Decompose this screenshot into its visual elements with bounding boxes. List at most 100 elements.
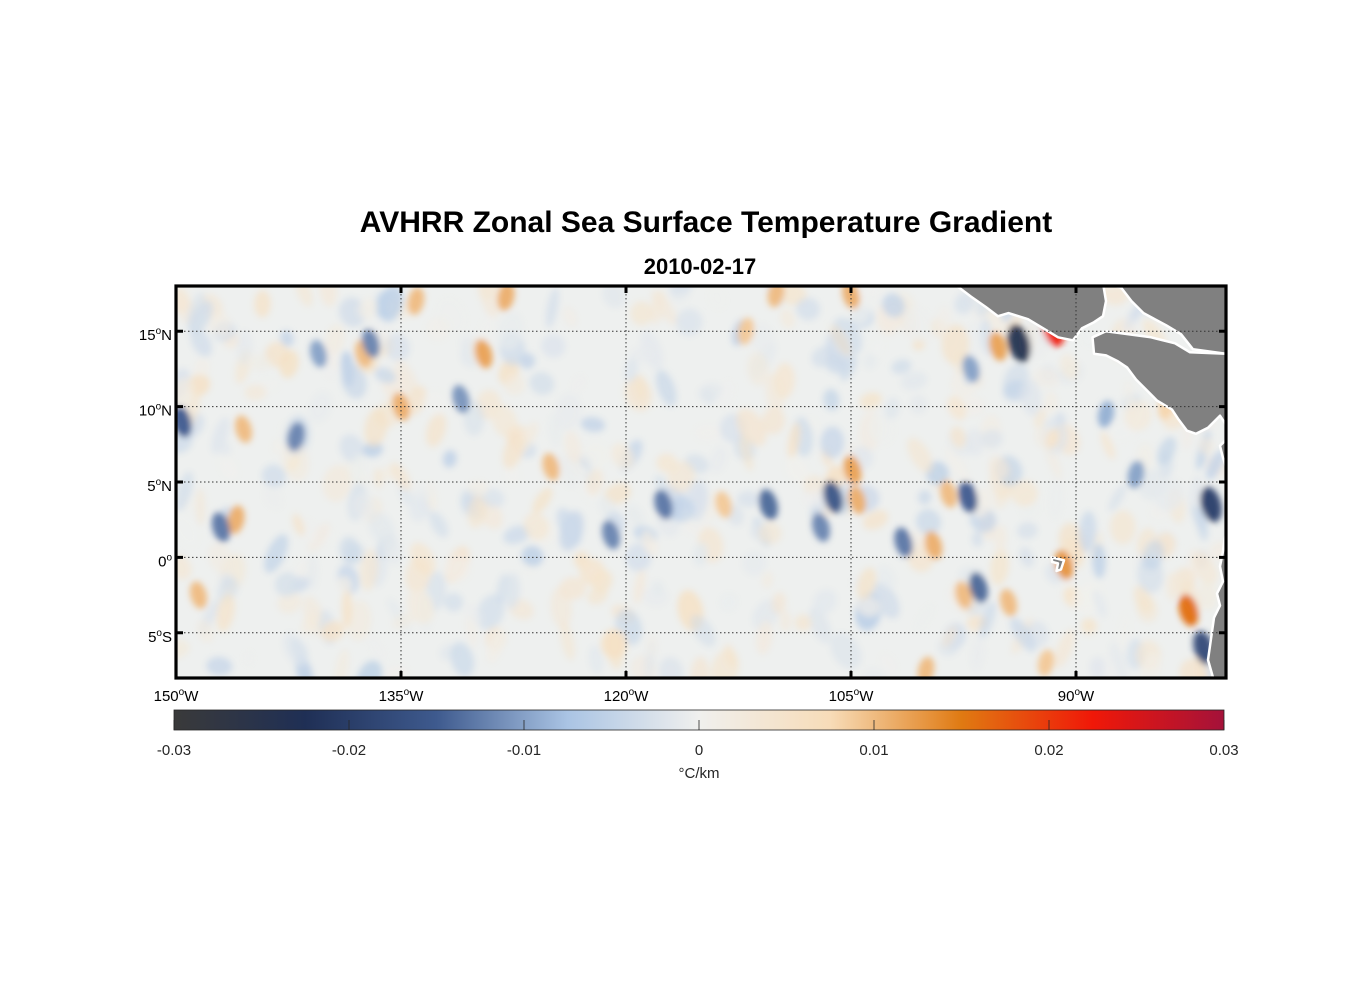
gradient-feature <box>999 588 1018 617</box>
field-cell <box>583 442 610 469</box>
field-cell <box>287 455 300 472</box>
field-cell <box>467 493 488 528</box>
field-cell <box>1206 450 1225 480</box>
field-cell <box>486 628 505 664</box>
field-cell <box>652 580 664 596</box>
field-cell <box>1017 522 1038 539</box>
colorbar-tick-label: 0 <box>695 742 703 759</box>
field-cell <box>694 424 723 441</box>
field-cell <box>785 456 811 486</box>
field-cell <box>364 407 388 447</box>
field-cell <box>1110 510 1136 545</box>
field-cell <box>1011 480 1038 507</box>
gradient-feature <box>939 480 958 508</box>
field-cell <box>669 496 695 523</box>
field-cell <box>641 530 658 557</box>
field-cell <box>292 513 305 536</box>
field-cell <box>947 395 967 421</box>
field-cell <box>411 483 435 500</box>
gradient-feature <box>474 339 493 369</box>
gradient-feature <box>189 581 208 609</box>
field-cell <box>477 315 495 346</box>
field-cell <box>747 351 769 386</box>
field-cell <box>407 589 434 624</box>
gradient-feature <box>894 527 913 558</box>
field-cell <box>651 290 678 325</box>
field-cell <box>907 437 933 473</box>
gradient-feature <box>848 486 866 515</box>
field-cell <box>176 288 190 313</box>
gradient-feature <box>715 491 732 518</box>
field-cell <box>425 316 451 342</box>
field-cell <box>562 306 578 328</box>
plot-area <box>176 286 1226 678</box>
field-cell <box>261 464 286 488</box>
field-cell <box>216 593 235 632</box>
field-cell <box>1092 543 1106 579</box>
field-cell <box>1102 660 1118 678</box>
map-title: AVHRR Zonal Sea Surface Temperature Grad… <box>359 206 1053 239</box>
field-cell <box>190 328 212 357</box>
field-cell <box>374 367 396 384</box>
field-cell <box>667 460 695 493</box>
gradient-feature <box>1178 594 1199 627</box>
colorbar-tick-label: -0.02 <box>332 742 366 759</box>
field-cell <box>497 312 524 351</box>
field-cell <box>300 518 317 545</box>
gradient-feature <box>309 340 328 368</box>
field-cell <box>396 359 419 395</box>
field-cell <box>697 383 723 402</box>
field-cell <box>560 621 575 661</box>
field-cell <box>761 407 785 435</box>
field-cell <box>1089 657 1107 678</box>
field-cell <box>571 375 586 393</box>
field-cell <box>1199 436 1214 456</box>
field-cell <box>630 301 653 326</box>
field-cell <box>950 426 967 448</box>
field-cell <box>625 543 652 572</box>
field-cell <box>1081 618 1097 634</box>
field-cell <box>765 373 785 413</box>
gradient-feature <box>287 422 305 452</box>
field-cell <box>359 549 379 591</box>
gradient-feature <box>497 286 515 311</box>
colorbar: -0.03 -0.02 -0.01 0 0.01 0.02 0.03 °C/km <box>157 709 1239 782</box>
colorbar-tick-label: 0.03 <box>1209 742 1238 759</box>
field-cell <box>377 286 404 322</box>
field-cell <box>880 653 897 675</box>
gradient-feature <box>737 317 755 345</box>
field-cell <box>971 531 983 547</box>
field-cell <box>658 657 684 678</box>
field-cell <box>392 612 415 629</box>
field-cell <box>904 305 933 344</box>
field-cell <box>243 650 254 666</box>
colorbar-ticks: -0.03 -0.02 -0.01 0 0.01 0.02 0.03 <box>157 720 1239 759</box>
field-cell <box>1079 324 1093 348</box>
field-cell <box>600 629 628 659</box>
field-cell <box>381 531 402 566</box>
field-cell <box>559 577 587 600</box>
field-cell <box>280 330 294 347</box>
field-cell <box>215 437 231 456</box>
field-cell <box>675 308 703 336</box>
field-cell <box>334 649 349 678</box>
field-cell <box>1136 595 1158 623</box>
colorbar-tick-label: -0.03 <box>157 742 191 759</box>
field-cell <box>830 632 862 670</box>
field-cell <box>429 511 449 538</box>
lon-tick-label: 135oW <box>379 687 425 705</box>
field-cell <box>556 508 582 546</box>
lon-tick-label: 90oW <box>1058 687 1095 705</box>
field-cell <box>796 297 820 321</box>
field-cell <box>480 286 500 318</box>
gradient-feature <box>407 287 425 315</box>
field-cell <box>564 430 582 464</box>
gradient-feature <box>1127 460 1145 489</box>
field-cell <box>1198 578 1218 611</box>
field-cell <box>779 610 792 632</box>
gradient-feature <box>211 512 231 543</box>
field-cell <box>994 525 1007 553</box>
field-cell <box>877 565 896 590</box>
field-cell <box>503 525 531 545</box>
